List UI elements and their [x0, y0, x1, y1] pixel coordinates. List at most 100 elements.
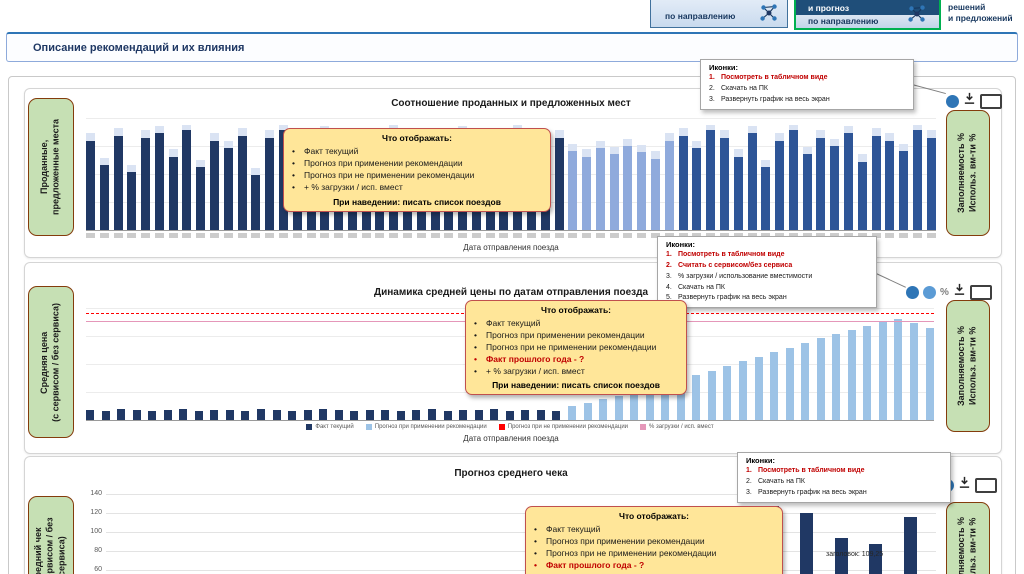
fullscreen-icon[interactable]: [980, 93, 1002, 109]
chart3-footnote: заголовок: 109,25: [826, 551, 884, 558]
bar: [194, 410, 203, 420]
x-tick: [678, 233, 688, 238]
icons-note-title: Иконки:: [746, 456, 776, 465]
bar: [651, 151, 661, 230]
display-note-1: Что отображать: • Факт текущий • Прогноз пр…: [283, 128, 551, 212]
chart2-legend: Факт текущий Прогноз при применении реком…: [86, 424, 934, 430]
bar: [265, 130, 275, 230]
x-tick: [430, 233, 440, 238]
download-icon[interactable]: [963, 92, 976, 110]
table-view-icon[interactable]: [906, 285, 919, 299]
x-tick: [320, 233, 330, 238]
chart1-x-axis: [86, 230, 936, 231]
chart2-title: Динамика средней цены по датам отправлен…: [373, 287, 649, 298]
bar: [871, 128, 881, 230]
bar: [857, 154, 867, 230]
x-tick: [582, 233, 592, 238]
bar: [210, 133, 220, 230]
bar: [637, 144, 647, 230]
bar: [210, 409, 219, 420]
bar: [163, 409, 172, 420]
chart1-toolbar: [946, 92, 1002, 110]
list-item: • Прогноз при применении рекомендации: [474, 329, 645, 340]
list-item: 1. Посмотреть в табличном виде: [709, 74, 828, 81]
list-item: 5. Развернуть график на весь экран: [666, 294, 787, 302]
x-tick: [127, 233, 137, 238]
bar: [86, 409, 94, 420]
bar: [179, 408, 188, 420]
bar: [154, 126, 164, 230]
network-icon: [758, 2, 780, 29]
list-item: 2. Считать с сервисом/без сервиса: [666, 261, 793, 269]
x-tick: [527, 233, 536, 238]
x-tick: [306, 233, 316, 238]
bar: [567, 406, 576, 420]
x-tick: [444, 233, 454, 238]
bar: [443, 410, 452, 420]
bar: [912, 125, 922, 230]
chart1-x-axis-label: Дата отправления поезда: [463, 243, 559, 252]
tab-direction[interactable]: по направлению: [650, 0, 788, 28]
x-tick: [347, 233, 357, 238]
bar: [365, 409, 374, 420]
fullscreen-icon[interactable]: [975, 477, 997, 493]
bar: [661, 383, 670, 420]
x-tick: [210, 233, 220, 238]
fullscreen-icon[interactable]: [969, 284, 992, 300]
x-tick: [458, 233, 468, 238]
bar: [878, 322, 887, 420]
bar: [843, 126, 853, 230]
x-tick: [334, 233, 344, 238]
bar: [396, 410, 405, 420]
x-tick: [775, 233, 785, 238]
bar: [521, 409, 530, 420]
content-frame: [8, 76, 1016, 574]
bar: [237, 128, 247, 230]
x-tick: [885, 233, 895, 238]
bar: [536, 409, 545, 420]
load-percent-icon[interactable]: %: [940, 286, 949, 298]
tab-forecast-bottom: по направлению: [796, 15, 939, 28]
bar: [474, 409, 483, 420]
x-tick: [265, 233, 275, 238]
bar: [754, 356, 763, 420]
bar: [148, 410, 157, 420]
x-tick: [141, 233, 151, 238]
chart2-x-axis-label: Дата отправления поезда: [463, 434, 559, 443]
download-icon[interactable]: [953, 283, 966, 301]
bar: [582, 149, 592, 230]
chart3-title: Прогноз среднего чека: [454, 468, 568, 479]
x-tick: [182, 233, 192, 238]
bar: [272, 409, 281, 420]
x-tick: [251, 233, 261, 238]
icons-note-3: Иконки: 1. Посмотреть в табличном виде 2. С…: [737, 452, 951, 503]
bar: [303, 409, 312, 420]
bar: [747, 126, 757, 230]
x-tick: [706, 233, 716, 238]
list-item: • Прогноз при не применении рекомендации: [292, 169, 475, 180]
bar: [168, 149, 178, 230]
list-item: • Прогноз при не применении рекомендации: [474, 341, 657, 352]
list-item: • Факт текущий: [474, 318, 541, 328]
icons-note-list: 1. Посмотреть в табличном виде 2. Считать с…: [666, 250, 868, 304]
bar: [770, 352, 779, 420]
x-tick: [99, 233, 109, 238]
x-tick: [471, 233, 481, 238]
bar: [257, 408, 266, 420]
service-toggle-icon[interactable]: [923, 285, 936, 299]
list-item: 3. Развернуть график на весь экран: [709, 95, 830, 103]
tab-forecast-label-top: и прогноз: [808, 3, 850, 13]
x-tick: [568, 233, 578, 238]
bar: [816, 130, 826, 230]
x-tick: [637, 233, 647, 238]
bar: [899, 143, 909, 230]
chart2-toolbar: %: [906, 283, 992, 301]
x-tick: [196, 233, 206, 238]
tab-forecast-top: и прогноз: [796, 0, 939, 15]
tab-forecast-active[interactable]: и прогноз по направлению: [794, 0, 941, 30]
bar: [182, 125, 192, 230]
table-view-icon[interactable]: [946, 94, 959, 108]
download-icon[interactable]: [958, 476, 971, 494]
x-tick: [168, 233, 178, 238]
